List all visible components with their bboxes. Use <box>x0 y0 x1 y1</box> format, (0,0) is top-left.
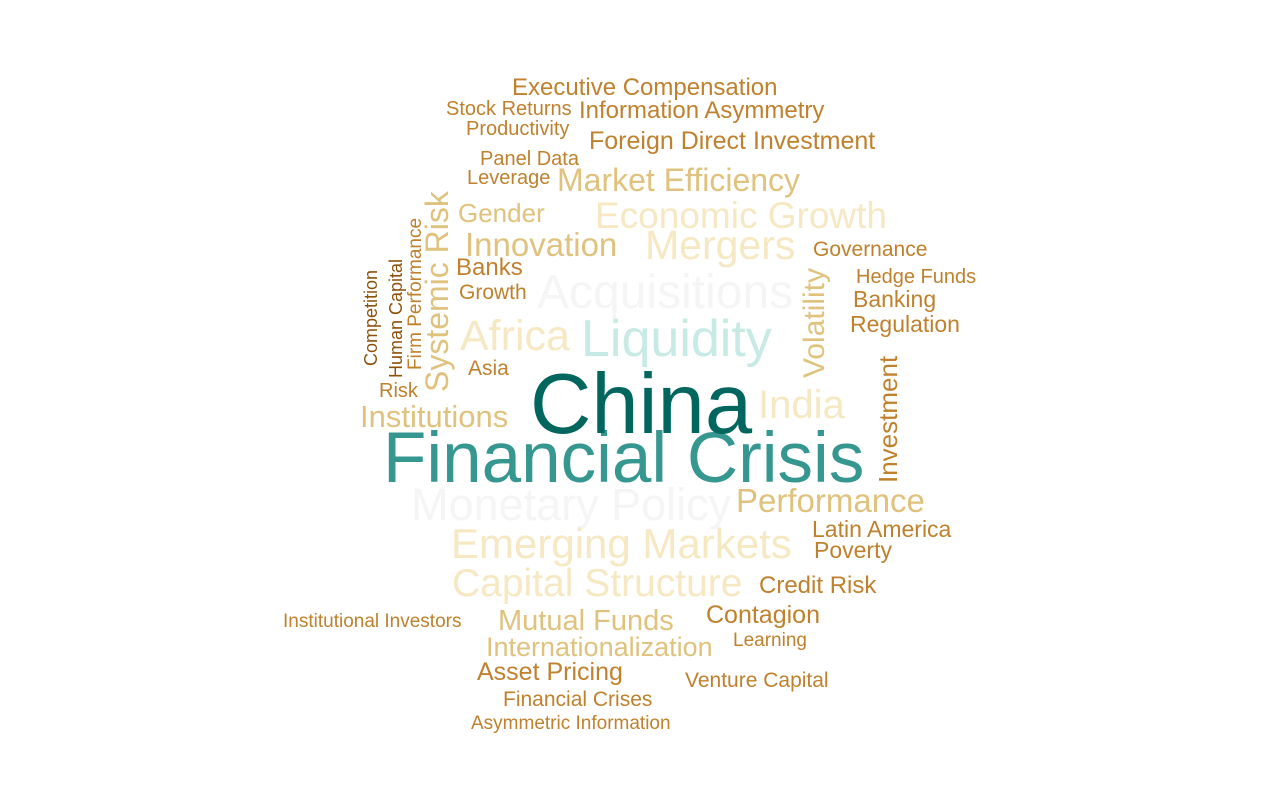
word-capital-structure: Capital Structure <box>452 562 743 605</box>
word-institutions: Institutions <box>360 399 509 434</box>
word-india: India <box>758 383 845 427</box>
word-credit-risk: Credit Risk <box>759 572 877 599</box>
word-banking: Banking <box>853 286 937 312</box>
word-institutional-investors: Institutional Investors <box>283 611 462 632</box>
word-competition: Competition <box>361 269 381 366</box>
word-information-asymmetry: Information Asymmetry <box>579 97 825 124</box>
word-growth: Growth <box>459 281 527 304</box>
word-market-efficiency: Market Efficiency <box>557 162 801 198</box>
word-emerging-markets: Emerging Markets <box>451 520 792 567</box>
word-regulation: Regulation <box>850 311 960 337</box>
word-contagion: Contagion <box>706 601 820 629</box>
word-executive-compensation: Executive Compensation <box>512 74 778 101</box>
word-china: China <box>530 357 753 452</box>
word-latin-america: Latin America <box>812 516 952 542</box>
word-asia: Asia <box>468 357 509 380</box>
word-mutual-funds: Mutual Funds <box>498 605 674 637</box>
word-venture-capital: Venture Capital <box>685 669 829 692</box>
word-monetary-policy: Monetary Policy <box>411 479 732 530</box>
word-financial-crisis: Financial Crisis <box>383 419 865 498</box>
word-innovation: Innovation <box>465 226 618 263</box>
word-mergers: Mergers <box>645 222 796 268</box>
word-learning: Learning <box>733 630 807 651</box>
word-banks: Banks <box>456 254 523 281</box>
word-productivity: Productivity <box>466 118 570 140</box>
word-financial-crises: Financial Crises <box>503 688 653 711</box>
word-hedge-funds: Hedge Funds <box>856 266 977 288</box>
word-asymmetric-information: Asymmetric Information <box>471 713 671 734</box>
word-risk: Risk <box>379 380 418 402</box>
word-firm-performance: Firm Performance <box>405 217 426 370</box>
word-africa: Africa <box>460 312 570 360</box>
word-leverage: Leverage <box>467 167 551 189</box>
word-panel-data: Panel Data <box>480 148 579 170</box>
word-performance: Performance <box>736 482 925 519</box>
word-poverty: Poverty <box>814 537 892 563</box>
word-acquisitions: Acquisitions <box>537 266 794 319</box>
word-volatility: Volatility <box>798 267 831 378</box>
word-human-capital: Human Capital <box>386 258 406 378</box>
word-gender: Gender <box>458 198 545 228</box>
word-investment: Investment <box>873 355 903 483</box>
word-stock-returns: Stock Returns <box>446 98 572 120</box>
word-asset-pricing: Asset Pricing <box>477 658 623 686</box>
word-foreign-direct-investment: Foreign Direct Investment <box>589 127 876 155</box>
word-internationalization: Internationalization <box>486 632 713 662</box>
word-liquidity: Liquidity <box>581 310 772 368</box>
word-economic-growth: Economic Growth <box>595 195 887 236</box>
word-governance: Governance <box>813 238 928 261</box>
